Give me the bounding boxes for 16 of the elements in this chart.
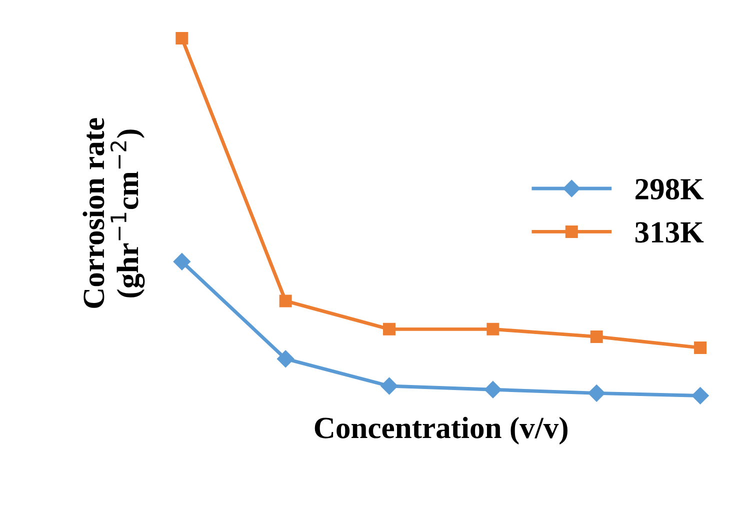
point <box>692 387 709 404</box>
point <box>588 384 606 402</box>
y-axis-title: Corrosion rate (ghr$^{−1}$cm$^{−2}$) <box>82 118 145 308</box>
point <box>383 322 396 336</box>
legend-label: 313K <box>635 222 704 243</box>
point <box>590 330 603 343</box>
point <box>484 381 502 398</box>
point <box>279 294 292 308</box>
x-axis-title: Concentration (v/v) <box>314 416 568 445</box>
legend-label: 298K <box>636 178 704 200</box>
point <box>176 32 188 44</box>
point <box>380 377 398 395</box>
point <box>277 350 294 368</box>
point <box>173 253 190 270</box>
point <box>486 322 500 336</box>
point <box>694 342 707 354</box>
